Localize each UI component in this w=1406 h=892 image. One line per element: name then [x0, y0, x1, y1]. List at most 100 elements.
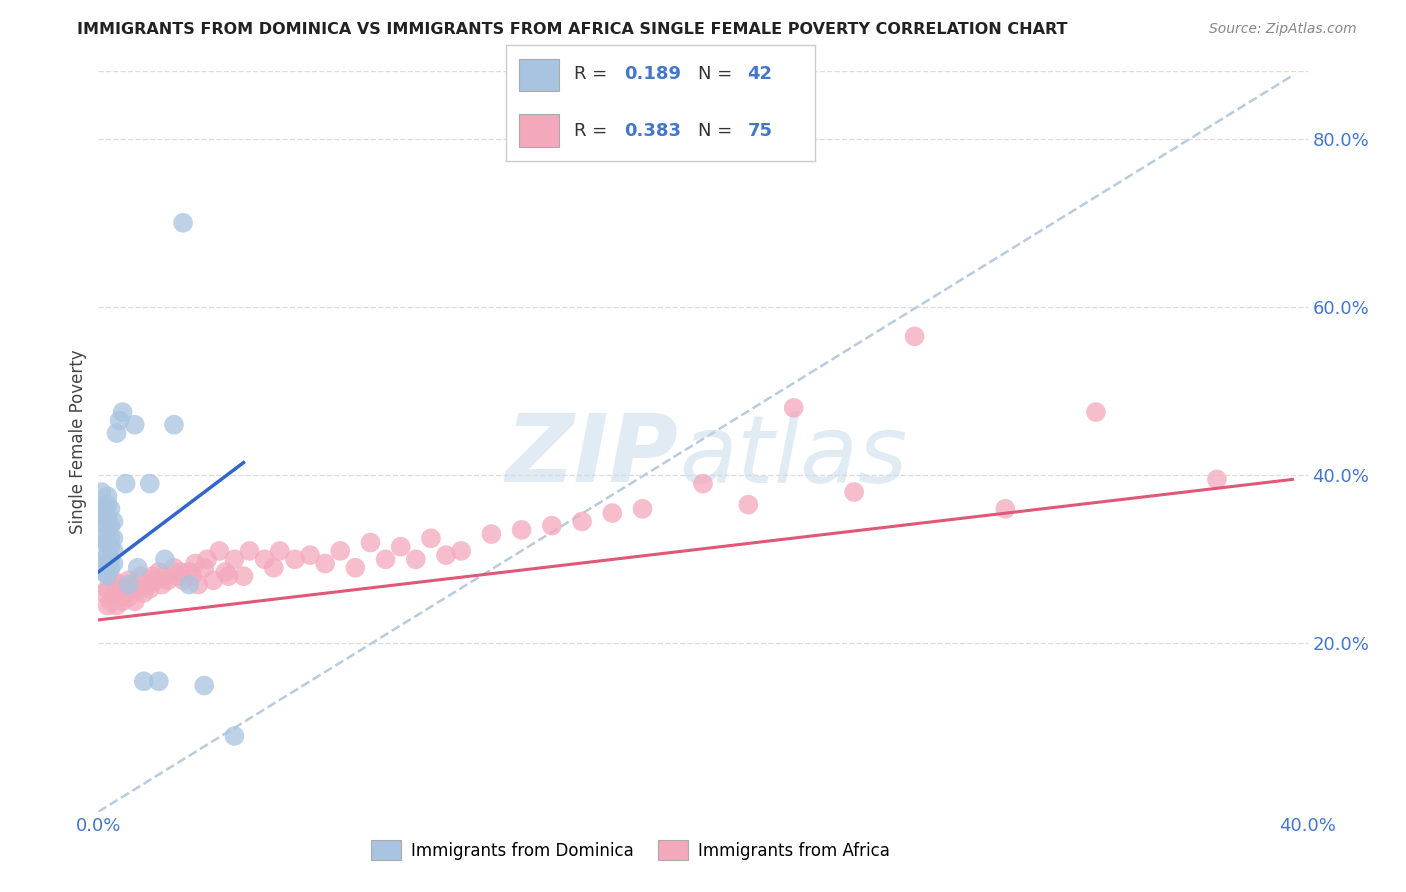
Point: [118, 574, 141, 588]
Point: [1206, 472, 1229, 486]
Point: [344, 560, 367, 574]
Point: [103, 586, 125, 600]
Point: [111, 582, 134, 596]
Point: [172, 574, 194, 588]
Point: [103, 574, 125, 588]
Point: [114, 476, 136, 491]
Point: [692, 476, 714, 491]
Text: N =: N =: [697, 122, 738, 140]
Point: [105, 426, 128, 441]
Point: [118, 577, 141, 591]
Point: [96, 510, 118, 524]
Point: [156, 574, 179, 588]
Text: 75: 75: [748, 122, 772, 140]
Point: [360, 535, 382, 549]
Point: [96, 557, 118, 571]
Point: [129, 569, 152, 583]
Point: [184, 557, 207, 571]
Point: [179, 565, 201, 579]
Point: [163, 417, 186, 432]
Point: [299, 548, 322, 562]
Point: [100, 540, 122, 554]
Point: [224, 729, 246, 743]
Point: [142, 569, 165, 583]
Point: [100, 552, 122, 566]
Point: [169, 565, 191, 579]
Point: [100, 531, 122, 545]
Point: [96, 535, 118, 549]
Point: [481, 527, 503, 541]
Point: [150, 577, 173, 591]
Point: [284, 552, 307, 566]
Text: atlas: atlas: [679, 411, 907, 502]
Point: [193, 560, 215, 574]
Point: [90, 531, 112, 545]
Point: [114, 586, 136, 600]
Point: [166, 569, 188, 583]
FancyBboxPatch shape: [519, 114, 558, 146]
Point: [121, 582, 143, 596]
Point: [631, 501, 654, 516]
Point: [510, 523, 533, 537]
Legend: Immigrants from Dominica, Immigrants from Africa: Immigrants from Dominica, Immigrants fro…: [364, 834, 897, 866]
Point: [148, 565, 170, 579]
Point: [124, 577, 146, 591]
Point: [239, 544, 262, 558]
Point: [139, 582, 162, 596]
Point: [105, 599, 128, 613]
Point: [172, 216, 194, 230]
Point: [153, 552, 176, 566]
Point: [389, 540, 412, 554]
Point: [127, 560, 149, 574]
Point: [90, 485, 112, 500]
Point: [96, 569, 118, 583]
Point: [214, 565, 236, 579]
Point: [93, 518, 115, 533]
Point: [783, 401, 806, 415]
Point: [103, 544, 125, 558]
Point: [103, 531, 125, 545]
Point: [124, 594, 146, 608]
Point: [111, 594, 134, 608]
Point: [93, 565, 115, 579]
Point: [179, 577, 201, 591]
Point: [232, 569, 254, 583]
Point: [181, 569, 204, 583]
Text: IMMIGRANTS FROM DOMINICA VS IMMIGRANTS FROM AFRICA SINGLE FEMALE POVERTY CORRELA: IMMIGRANTS FROM DOMINICA VS IMMIGRANTS F…: [77, 22, 1067, 37]
Point: [217, 569, 239, 583]
Point: [904, 329, 927, 343]
Point: [405, 552, 427, 566]
Text: R =: R =: [574, 65, 613, 83]
Point: [135, 577, 157, 591]
Point: [103, 557, 125, 571]
Point: [132, 674, 155, 689]
Point: [100, 560, 122, 574]
Point: [108, 577, 131, 591]
Text: 0.189: 0.189: [624, 65, 681, 83]
Point: [737, 498, 759, 512]
Point: [148, 674, 170, 689]
Point: [127, 582, 149, 596]
Text: R =: R =: [574, 122, 613, 140]
Point: [253, 552, 276, 566]
Point: [844, 485, 866, 500]
Point: [145, 574, 167, 588]
Text: Source: ZipAtlas.com: Source: ZipAtlas.com: [1209, 22, 1357, 37]
Point: [108, 590, 131, 604]
Point: [90, 506, 112, 520]
Point: [420, 531, 443, 545]
Point: [269, 544, 291, 558]
Point: [93, 501, 115, 516]
Point: [571, 515, 593, 529]
Point: [96, 498, 118, 512]
Point: [602, 506, 624, 520]
Point: [100, 594, 122, 608]
Point: [374, 552, 396, 566]
Point: [224, 552, 246, 566]
Text: ZIP: ZIP: [506, 410, 679, 502]
Point: [103, 515, 125, 529]
Point: [93, 535, 115, 549]
Point: [100, 518, 122, 533]
Point: [96, 489, 118, 503]
Point: [124, 417, 146, 432]
